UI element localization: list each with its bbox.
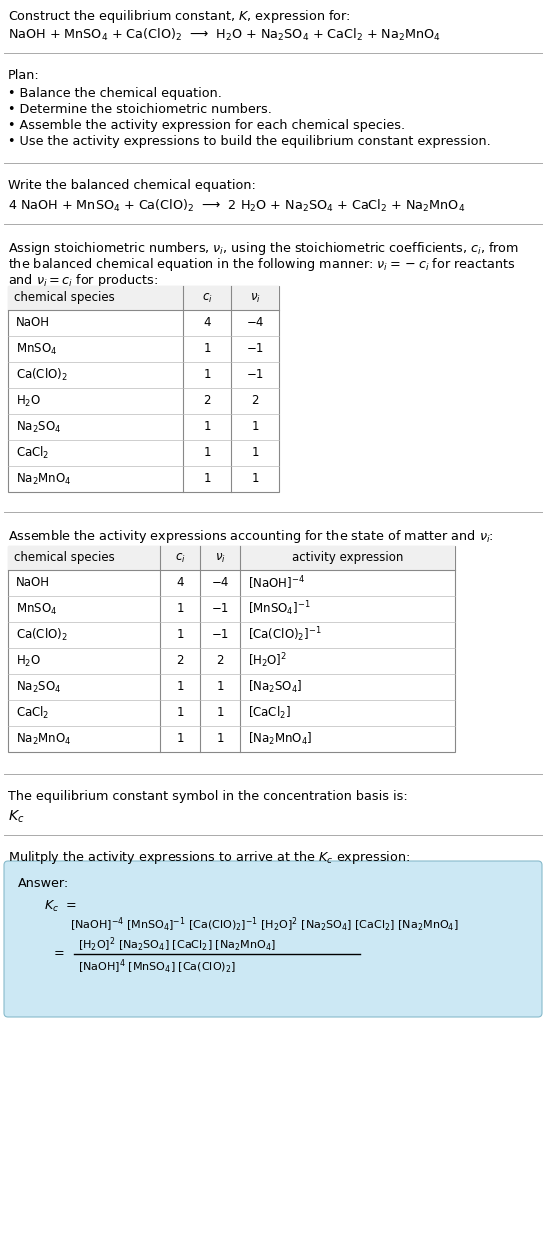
Text: $[\mathrm{NaOH}]^{4}$ $[\mathrm{MnSO_4}]$ $[\mathrm{Ca(ClO)_2}]$: $[\mathrm{NaOH}]^{4}$ $[\mathrm{MnSO_4}]… [78, 958, 236, 977]
Text: H$_2$O: H$_2$O [16, 654, 41, 669]
Text: 2: 2 [251, 395, 259, 407]
Text: $\nu_i$: $\nu_i$ [215, 551, 225, 565]
Text: $K_c$: $K_c$ [8, 808, 25, 826]
Text: activity expression: activity expression [292, 551, 403, 565]
Text: 1: 1 [251, 473, 259, 485]
Text: $c_i$: $c_i$ [201, 291, 212, 305]
Text: 1: 1 [251, 421, 259, 433]
Text: −1: −1 [246, 369, 264, 381]
Text: 1: 1 [176, 733, 184, 745]
Text: MnSO$_4$: MnSO$_4$ [16, 602, 57, 617]
Text: [Na$_2$SO$_4$]: [Na$_2$SO$_4$] [248, 678, 302, 695]
Text: −1: −1 [211, 629, 229, 641]
Text: • Determine the stoichiometric numbers.: • Determine the stoichiometric numbers. [8, 103, 272, 116]
Text: 1: 1 [203, 369, 211, 381]
Text: Na$_2$SO$_4$: Na$_2$SO$_4$ [16, 680, 61, 695]
Text: 2: 2 [203, 395, 211, 407]
Text: 1: 1 [203, 421, 211, 433]
Text: chemical species: chemical species [14, 291, 115, 305]
Text: Answer:: Answer: [18, 877, 69, 890]
Text: =: = [54, 947, 65, 961]
Bar [8, 286, 279, 491]
Text: −1: −1 [211, 603, 229, 615]
Text: Write the balanced chemical equation:: Write the balanced chemical equation: [8, 180, 256, 192]
Text: −4: −4 [246, 317, 264, 329]
Text: NaOH: NaOH [16, 317, 50, 329]
Text: 2: 2 [216, 655, 224, 667]
Text: • Assemble the activity expression for each chemical species.: • Assemble the activity expression for e… [8, 119, 405, 132]
Text: CaCl$_2$: CaCl$_2$ [16, 444, 50, 461]
Text: 1: 1 [216, 707, 224, 719]
Text: Na$_2$MnO$_4$: Na$_2$MnO$_4$ [16, 472, 72, 487]
Text: [CaCl$_2$]: [CaCl$_2$] [248, 704, 291, 721]
Text: H$_2$O: H$_2$O [16, 394, 41, 409]
Bar [8, 546, 455, 751]
Text: the balanced chemical equation in the following manner: $\nu_i = -c_i$ for react: the balanced chemical equation in the fo… [8, 256, 515, 274]
Text: The equilibrium constant symbol in the concentration basis is:: The equilibrium constant symbol in the c… [8, 790, 408, 803]
Text: −4: −4 [211, 577, 229, 589]
Text: [NaOH]$^{-4}$: [NaOH]$^{-4}$ [248, 574, 305, 592]
Text: Mulitply the activity expressions to arrive at the $K_c$ expression:: Mulitply the activity expressions to arr… [8, 849, 410, 867]
Text: 1: 1 [176, 603, 184, 615]
Text: Na$_2$MnO$_4$: Na$_2$MnO$_4$ [16, 732, 72, 747]
Bar [8, 546, 455, 569]
Text: $c_i$: $c_i$ [175, 551, 185, 565]
Text: NaOH: NaOH [16, 577, 50, 589]
Text: $[\mathrm{H_2O}]^{2}$ $[\mathrm{Na_2SO_4}]$ $[\mathrm{CaCl_2}]$ $[\mathrm{Na_2Mn: $[\mathrm{H_2O}]^{2}$ $[\mathrm{Na_2SO_4… [78, 936, 276, 954]
Text: 1: 1 [176, 681, 184, 693]
Text: [MnSO$_4$]$^{-1}$: [MnSO$_4$]$^{-1}$ [248, 599, 311, 618]
Text: 1: 1 [203, 447, 211, 459]
Text: chemical species: chemical species [14, 551, 115, 565]
Text: Na$_2$SO$_4$: Na$_2$SO$_4$ [16, 420, 61, 435]
Text: NaOH + MnSO$_4$ + Ca(ClO)$_2$  ⟶  H$_2$O + Na$_2$SO$_4$ + CaCl$_2$ + Na$_2$MnO$_: NaOH + MnSO$_4$ + Ca(ClO)$_2$ ⟶ H$_2$O +… [8, 27, 441, 43]
Text: 1: 1 [251, 447, 259, 459]
Text: • Use the activity expressions to build the equilibrium constant expression.: • Use the activity expressions to build … [8, 135, 491, 149]
Text: $K_c$  =: $K_c$ = [44, 899, 77, 914]
Text: MnSO$_4$: MnSO$_4$ [16, 342, 57, 357]
Text: $[\mathrm{NaOH}]^{-4}$ $[\mathrm{MnSO_4}]^{-1}$ $[\mathrm{Ca(ClO)_2}]^{-1}$ $[\m: $[\mathrm{NaOH}]^{-4}$ $[\mathrm{MnSO_4}… [70, 916, 459, 935]
Text: 4 NaOH + MnSO$_4$ + Ca(ClO)$_2$  ⟶  2 H$_2$O + Na$_2$SO$_4$ + CaCl$_2$ + Na$_2$M: 4 NaOH + MnSO$_4$ + Ca(ClO)$_2$ ⟶ 2 H$_2… [8, 198, 465, 214]
Text: 1: 1 [176, 707, 184, 719]
Text: [Na$_2$MnO$_4$]: [Na$_2$MnO$_4$] [248, 730, 312, 747]
Text: Plan:: Plan: [8, 69, 40, 82]
Text: Assign stoichiometric numbers, $\nu_i$, using the stoichiometric coefficients, $: Assign stoichiometric numbers, $\nu_i$, … [8, 240, 519, 258]
Text: 1: 1 [203, 473, 211, 485]
Text: $\nu_i$: $\nu_i$ [250, 291, 260, 305]
Text: Construct the equilibrium constant, $K$, expression for:: Construct the equilibrium constant, $K$,… [8, 7, 351, 25]
Text: CaCl$_2$: CaCl$_2$ [16, 704, 50, 721]
Text: 1: 1 [216, 681, 224, 693]
Bar [8, 286, 279, 310]
Text: −1: −1 [246, 343, 264, 355]
Text: and $\nu_i = c_i$ for products:: and $\nu_i = c_i$ for products: [8, 272, 158, 288]
Text: 4: 4 [203, 317, 211, 329]
Text: Assemble the activity expressions accounting for the state of matter and $\nu_i$: Assemble the activity expressions accoun… [8, 527, 494, 545]
Text: 2: 2 [176, 655, 184, 667]
Text: 1: 1 [176, 629, 184, 641]
Text: 1: 1 [216, 733, 224, 745]
Text: Ca(ClO)$_2$: Ca(ClO)$_2$ [16, 366, 68, 383]
Text: • Balance the chemical equation.: • Balance the chemical equation. [8, 87, 222, 100]
Text: Ca(ClO)$_2$: Ca(ClO)$_2$ [16, 626, 68, 643]
Text: 1: 1 [203, 343, 211, 355]
FancyBboxPatch shape [4, 860, 542, 1016]
Text: [H$_2$O]$^2$: [H$_2$O]$^2$ [248, 651, 287, 670]
Text: [Ca(ClO)$_2$]$^{-1}$: [Ca(ClO)$_2$]$^{-1}$ [248, 625, 322, 644]
Text: 4: 4 [176, 577, 184, 589]
